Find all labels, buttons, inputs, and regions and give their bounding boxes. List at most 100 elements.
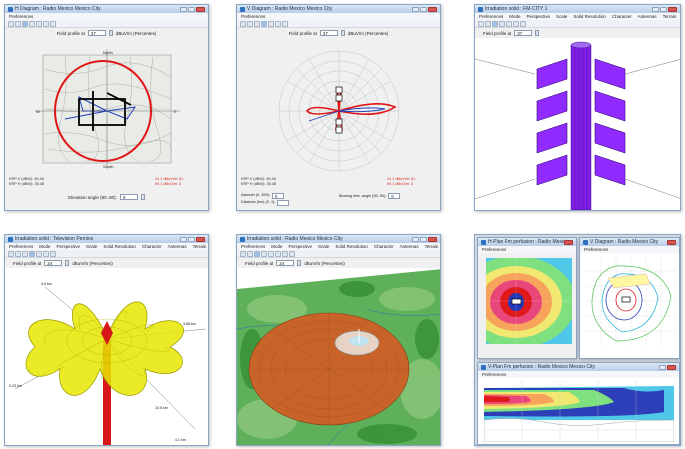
coverage-profile-titlebar[interactable]: V-Plan Fm perfusion : Radio Mexico Mexic… (478, 363, 679, 371)
zoom-out-icon[interactable] (520, 20, 526, 27)
minimize-button[interactable] (412, 6, 419, 12)
menu-preferences[interactable]: Preferences (9, 14, 34, 19)
zoom-in-icon[interactable] (268, 20, 274, 27)
zoom-out-icon[interactable] (43, 20, 49, 27)
bearing-input[interactable]: 0 (388, 193, 401, 199)
zoom-in-icon[interactable] (36, 20, 42, 27)
minimize-button[interactable] (652, 6, 659, 12)
v-diagram-titlebar[interactable]: V Diagram : Radio Mexico Mexico City (237, 5, 440, 13)
maximize-button[interactable] (420, 236, 427, 242)
maximize-button[interactable] (660, 6, 667, 12)
field-profile-input[interactable]: 37 (87, 30, 106, 36)
minimize-button[interactable] (180, 6, 187, 12)
solid-view-icon[interactable] (254, 250, 260, 257)
zoom-out-icon[interactable] (50, 250, 56, 257)
print-icon[interactable] (478, 20, 484, 27)
field-profile-spinner[interactable] (535, 30, 540, 36)
menu-antennas[interactable]: Antennas (399, 244, 419, 249)
irradiation-tv-titlebar[interactable]: Irradiation solid : Television Pernice (5, 235, 208, 243)
zoom-out-icon[interactable] (289, 250, 295, 257)
coverage-v-titlebar[interactable]: V Diagram : Radio Mexico City (580, 238, 679, 246)
print-icon[interactable] (8, 20, 14, 27)
menu-character[interactable]: Character (611, 14, 632, 19)
menu-mode[interactable]: Mode (509, 14, 521, 19)
zoom-out-icon[interactable] (275, 20, 281, 27)
menu-perspective[interactable]: Perspective (56, 244, 81, 249)
maximize-button[interactable] (420, 6, 427, 12)
terrain-icon[interactable] (275, 250, 281, 257)
horizontal-view-icon[interactable] (29, 20, 35, 27)
minimize-button[interactable] (180, 236, 187, 242)
menu-terrain[interactable]: Terrain (424, 244, 439, 249)
menu-character[interactable]: Character (373, 244, 394, 249)
vertical-view-icon[interactable] (22, 20, 28, 27)
menu-scale[interactable]: Scale (318, 244, 330, 249)
field-profile-input[interactable]: 24 (44, 260, 63, 266)
zoom-in-icon[interactable] (282, 250, 288, 257)
menu-perspective[interactable]: Perspective (288, 244, 313, 249)
distance-input[interactable] (277, 199, 290, 206)
menu-terrain[interactable]: Terrain (192, 244, 207, 249)
horizontal-view-icon[interactable] (261, 20, 267, 27)
field-profile-input[interactable]: 37 (514, 30, 533, 36)
close-button[interactable] (564, 239, 573, 245)
field-profile-spinner[interactable] (65, 260, 70, 266)
menu-mode[interactable]: Mode (39, 244, 51, 249)
solid-view-icon[interactable] (492, 20, 498, 27)
menu-solid-resolution[interactable]: Solid Resolution (103, 244, 136, 249)
field-profile-spinner[interactable] (108, 30, 113, 36)
field-profile-spinner[interactable] (297, 260, 302, 266)
close-button[interactable] (428, 6, 437, 12)
field-profile-input[interactable]: 24 (276, 260, 295, 266)
mesh-view-icon[interactable] (29, 250, 35, 257)
menu-mode[interactable]: Mode (271, 244, 283, 249)
close-button[interactable] (196, 6, 205, 12)
menu-preferences[interactable]: Preferences (584, 247, 609, 252)
minimize-button[interactable] (412, 236, 419, 242)
menu-terrain[interactable]: Terrain (662, 14, 677, 19)
azimuth-input[interactable]: 0 (271, 192, 284, 199)
zoom-in-icon[interactable] (43, 250, 49, 257)
h-diagram-titlebar[interactable]: H Diagram : Radio Mexico Mexico City (5, 5, 208, 13)
rotate-icon[interactable] (268, 250, 274, 257)
copy-icon[interactable] (15, 250, 21, 257)
zoom-in-icon[interactable] (513, 20, 519, 27)
rotate-icon[interactable] (36, 250, 42, 257)
vertical-view-icon[interactable] (254, 20, 260, 27)
print-icon[interactable] (8, 250, 14, 257)
copy-icon[interactable] (247, 20, 253, 27)
close-button[interactable] (667, 364, 676, 370)
close-button[interactable] (428, 236, 437, 242)
mesh-view-icon[interactable] (499, 20, 505, 27)
menu-preferences[interactable]: Preferences (482, 372, 507, 377)
maximize-button[interactable] (188, 236, 195, 242)
menu-solid-resolution[interactable]: Solid Resolution (335, 244, 368, 249)
menu-preferences[interactable]: Preferences (241, 244, 266, 249)
menu-antennas[interactable]: Antennas (167, 244, 187, 249)
menu-scale[interactable]: Scale (556, 14, 568, 19)
menu-preferences[interactable]: Preferences (482, 247, 507, 252)
menu-antennas[interactable]: Antennas (637, 14, 657, 19)
solid-view-icon[interactable] (22, 250, 28, 257)
menu-preferences[interactable]: Preferences (9, 244, 34, 249)
menu-perspective[interactable]: Perspective (526, 14, 551, 19)
coverage-h-titlebar[interactable]: H-Plan Fm perfusion : Radio Mexico Mexic… (478, 238, 576, 246)
rotate-icon[interactable] (506, 20, 512, 27)
print-icon[interactable] (240, 250, 246, 257)
menu-character[interactable]: Character (141, 244, 162, 249)
irradiation-fm-titlebar[interactable]: Irradiation solid : FM-CITY 1 (475, 5, 680, 13)
elevation-angle-spinner[interactable] (140, 194, 145, 200)
copy-icon[interactable] (485, 20, 491, 27)
menu-preferences[interactable]: Preferences (479, 14, 504, 19)
copy-icon[interactable] (247, 250, 253, 257)
minimize-button[interactable] (659, 364, 666, 370)
menu-preferences[interactable]: Preferences (241, 14, 266, 19)
close-button[interactable] (668, 6, 677, 12)
field-profile-spinner[interactable] (340, 30, 345, 36)
maximize-button[interactable] (188, 6, 195, 12)
irradiation-radio-titlebar[interactable]: Irradiation solid : Radio Mexico Mexico … (237, 235, 440, 243)
menu-scale[interactable]: Scale (86, 244, 98, 249)
copy-icon[interactable] (15, 20, 21, 27)
map-icon[interactable] (50, 20, 56, 27)
print-icon[interactable] (240, 20, 246, 27)
